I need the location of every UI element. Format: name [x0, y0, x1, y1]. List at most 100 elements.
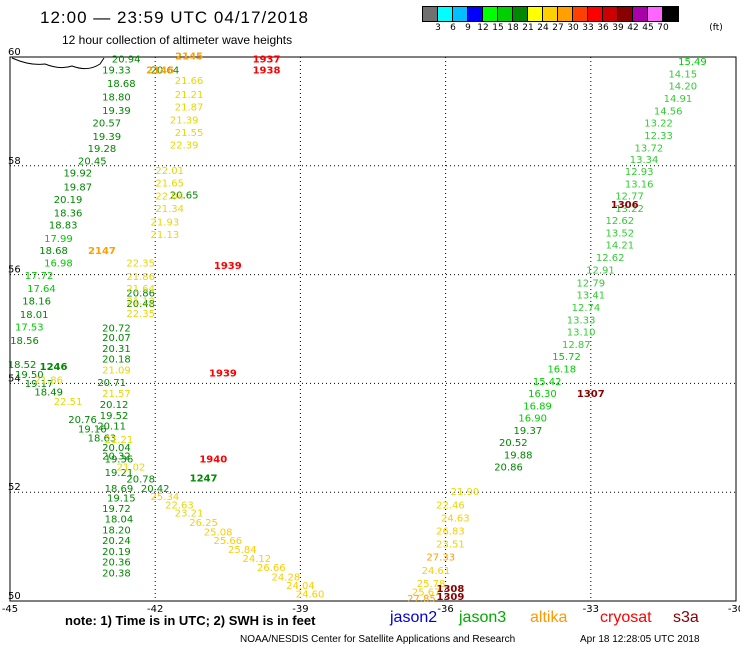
wave-height-label: 24.04: [286, 581, 315, 592]
wave-height-label: 25.67: [412, 588, 441, 599]
wave-height-label: 20.57: [92, 119, 121, 130]
pass-time-label: 1938: [253, 65, 281, 76]
pass-time-label: 1309: [437, 592, 465, 603]
wave-height-label: 20.52: [499, 438, 528, 449]
wave-height-label: 19.33: [102, 65, 131, 76]
color-swatch: [453, 7, 468, 21]
wave-height-label: 26.66: [257, 563, 286, 574]
color-legend: [422, 6, 679, 22]
wave-height-label: 19.16: [78, 424, 107, 435]
wave-height-label: 15.72: [552, 352, 581, 363]
wave-height-label: 19.39: [92, 132, 121, 143]
wave-height-label: 15.49: [678, 57, 707, 68]
wave-height-label: 22.46: [436, 501, 465, 512]
pass-time-label: 1937: [253, 54, 281, 65]
page-title: 12:00 — 23:59 UTC 04/17/2018: [40, 8, 309, 27]
pass-time-label: 1939: [214, 261, 242, 272]
wave-height-label: 20.32: [102, 452, 131, 463]
satellite-legend-item: cryosat: [600, 609, 652, 626]
wave-height-label: 13.72: [635, 144, 664, 155]
wave-height-label: 21.12: [126, 297, 155, 308]
wave-height-label: 19.28: [88, 144, 117, 155]
pass-time-label: 1940: [199, 454, 227, 465]
wave-height-label: 20.36: [102, 558, 131, 569]
wave-height-label: 24.63: [441, 514, 470, 525]
wave-height-label: 24.28: [272, 572, 301, 583]
wave-height-label: 16.89: [523, 402, 552, 413]
wave-height-label: 18.20: [102, 526, 131, 537]
wave-height-label: 21.34: [155, 204, 184, 215]
color-level-label: 70: [657, 23, 669, 33]
wave-height-label: 13.52: [606, 229, 635, 240]
color-swatch: [468, 7, 483, 21]
wave-height-label: 21.02: [117, 462, 146, 473]
satellite-legend-item: altika: [530, 609, 568, 626]
wave-height-label: 20.19: [102, 547, 131, 558]
wave-height-label: 21.93: [151, 218, 180, 229]
wave-height-label: 20.38: [102, 569, 131, 580]
pass-time-label: 2145: [175, 52, 203, 63]
wave-height-label: 25.66: [213, 536, 242, 547]
wave-height-label: 17.64: [27, 284, 56, 295]
lat-tick-label: 58: [8, 156, 21, 167]
color-swatch: [573, 7, 588, 21]
wave-height-label: 21.21: [175, 90, 204, 101]
wave-height-label: 20.86: [494, 462, 523, 473]
wave-height-label: 18.68: [107, 79, 136, 90]
lon-tick-label: -36: [437, 604, 453, 615]
lon-tick-label: -42: [147, 604, 163, 615]
wave-height-label: 21.13: [151, 230, 180, 241]
timestamp-text: Apr 18 12:28:05 UTC 2018: [580, 634, 700, 645]
wave-height-label: 22.39: [170, 140, 199, 151]
wave-height-label: 26.83: [436, 527, 465, 538]
wave-height-label: 12.77: [615, 192, 644, 203]
wave-height-label: 27.85: [407, 594, 436, 605]
wave-height-label: 22.35: [126, 258, 155, 269]
wave-height-label: 18.04: [105, 515, 134, 526]
wave-height-label: 20.07: [102, 333, 131, 344]
color-level-label: 27: [552, 23, 564, 33]
wave-height-label: 18.63: [88, 434, 117, 445]
wave-height-label: 19.52: [100, 411, 129, 422]
wave-height-label: 12.91: [586, 266, 615, 277]
wave-height-label: 27.33: [426, 553, 455, 564]
wave-height-label: 19.50: [15, 370, 44, 381]
color-level-label: 3: [435, 23, 441, 33]
pass-time-label: 2147: [88, 246, 116, 257]
wave-height-label: 21.09: [102, 366, 131, 377]
wave-height-label: 16.98: [44, 258, 73, 269]
lat-tick-label: 50: [8, 591, 21, 602]
color-level-label: 36: [597, 23, 609, 33]
wave-height-label: 25.34: [151, 492, 180, 503]
footer-note: note: 1) Time is in UTC; 2) SWH is in fe…: [65, 613, 316, 628]
wave-height-label: 21.21: [105, 435, 134, 446]
wave-height-label: 19.87: [63, 182, 92, 193]
wave-height-label: 20.31: [102, 344, 131, 355]
wave-height-label: 19.72: [102, 504, 131, 515]
wave-height-label: 22.01: [155, 166, 184, 177]
wave-height-label: 22.63: [165, 501, 194, 512]
color-swatch: [618, 7, 633, 21]
wave-height-label: 19.92: [63, 169, 92, 180]
wave-height-label: 19.39: [102, 106, 131, 117]
wave-height-label: 22.51: [54, 397, 83, 408]
wave-height-label: 18.49: [34, 387, 63, 398]
color-level-label: 9: [465, 23, 471, 33]
color-swatch: [438, 7, 453, 21]
pass-time-label: 1308: [437, 584, 465, 595]
wave-height-label: 21.64: [126, 284, 155, 295]
pass-time-label: 1307: [577, 389, 605, 400]
color-swatch: [588, 7, 603, 21]
wave-height-label: 25.78: [417, 579, 446, 590]
wave-height-label: 15.42: [533, 377, 562, 388]
wave-height-label: 20.12: [100, 400, 129, 411]
wave-height-label: 17.53: [15, 323, 44, 334]
wave-height-label: 20.04: [102, 443, 131, 454]
wave-height-label: 23.51: [436, 540, 465, 551]
color-unit-label: (ft): [709, 23, 723, 33]
wave-height-label: 21.39: [170, 115, 199, 126]
wave-height-label: 20.42: [141, 484, 170, 495]
color-swatch: [603, 7, 618, 21]
color-level-label: 15: [492, 23, 504, 33]
wave-height-label: 14.91: [664, 94, 693, 105]
